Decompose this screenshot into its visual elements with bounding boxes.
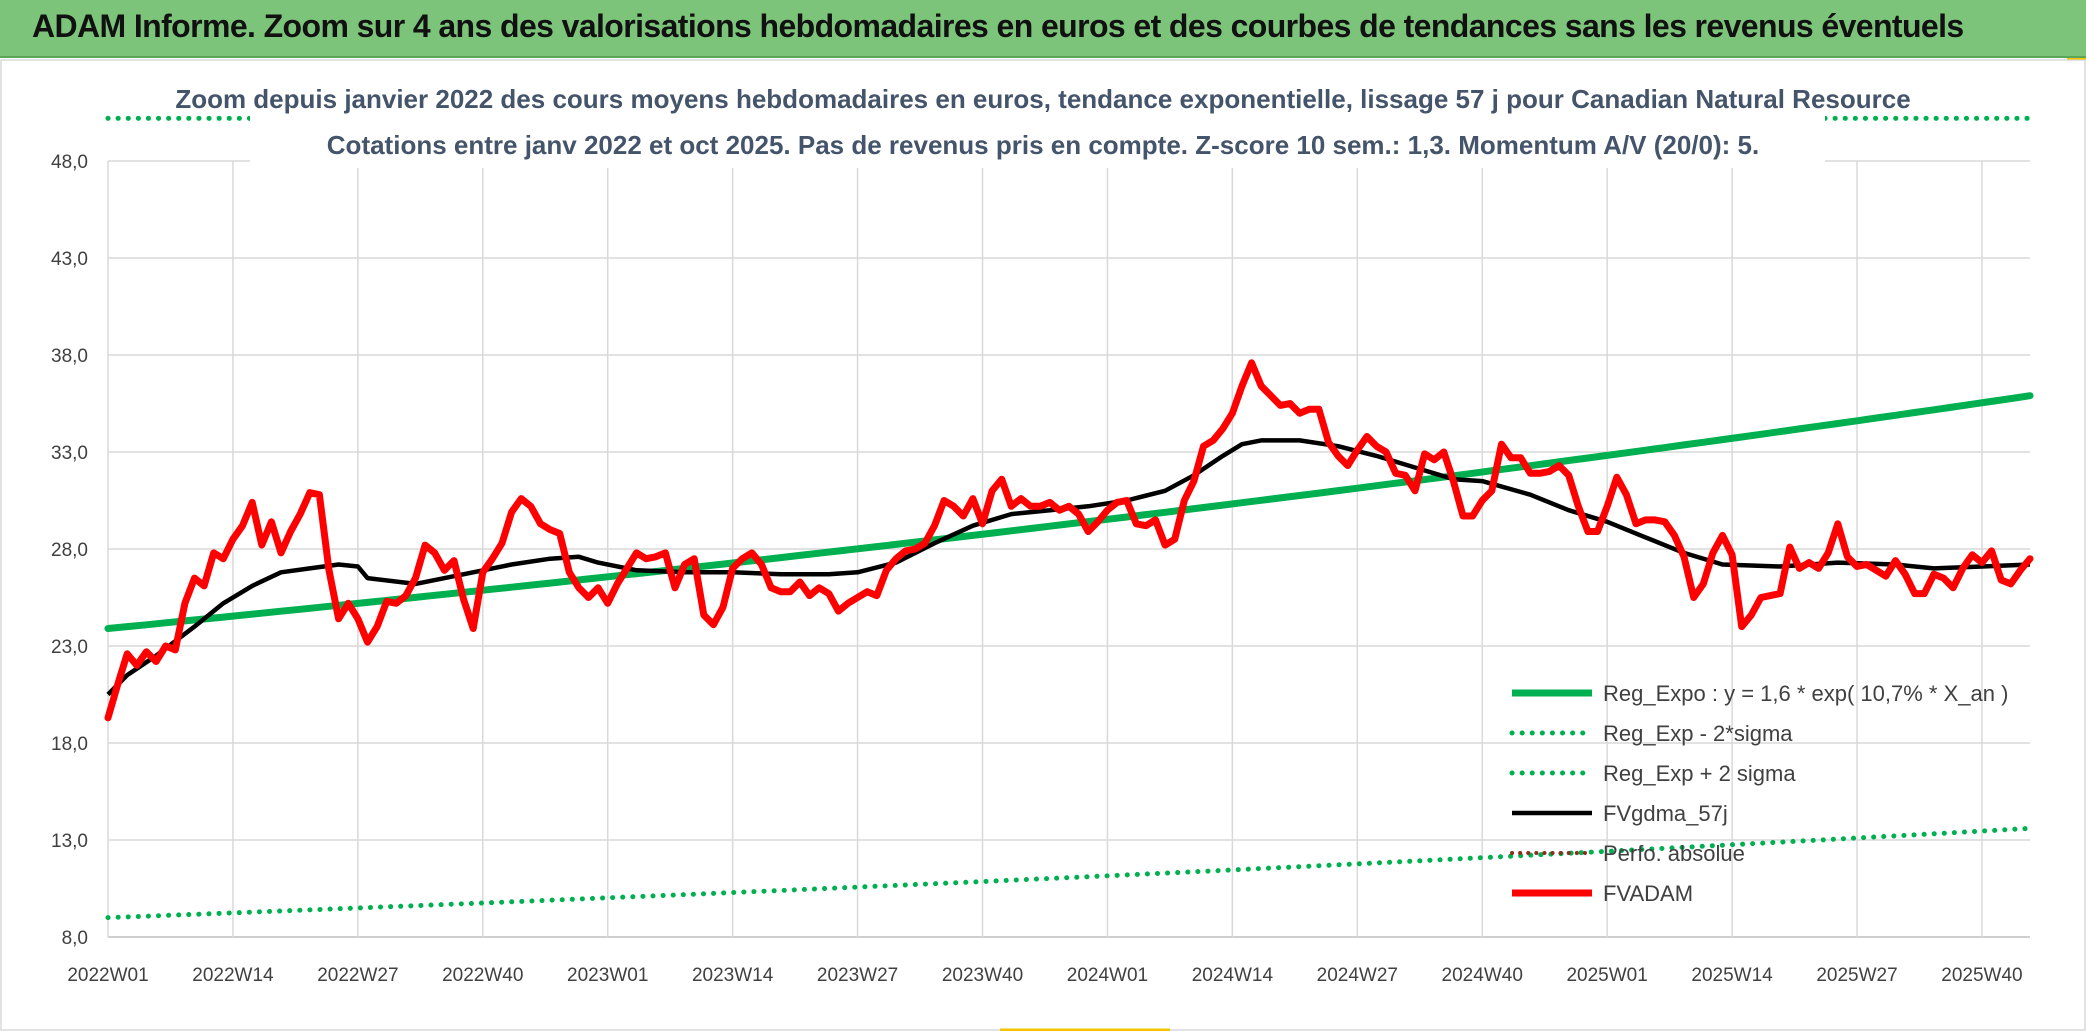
x-tick-label: 2022W27	[317, 965, 398, 986]
legend-label-perfo: Perfo. absolue	[1603, 841, 1745, 866]
x-tick-label: 2023W40	[942, 965, 1023, 986]
report-title: ADAM Informe. Zoom sur 4 ans des valoris…	[32, 8, 1964, 44]
legend-label-fvgdma: FVgdma_57j	[1603, 801, 1728, 826]
report-banner: ADAM Informe. Zoom sur 4 ans des valoris…	[0, 0, 2086, 58]
y-tick-label: 43,0	[51, 249, 88, 270]
y-tick-label: 38,0	[51, 346, 88, 367]
series-fvgdma-57j	[106, 438, 2031, 697]
x-tick-label: 2023W01	[567, 965, 648, 986]
legend: Reg_Expo : y = 1,6 * exp( 10,7% * X_an )…	[1509, 681, 2008, 906]
chart-title-box	[250, 72, 1825, 168]
x-tick-label: 2022W14	[192, 965, 274, 986]
y-tick-label: 28,0	[51, 540, 88, 561]
y-tick-label: 13,0	[51, 831, 88, 852]
chart-title-line-2: Cotations entre janv 2022 et oct 2025. P…	[327, 130, 1759, 160]
x-tick-label: 2023W14	[692, 965, 774, 986]
x-tick-label: 2024W01	[1067, 965, 1148, 986]
series-reg-expo	[104, 392, 2034, 632]
legend-label-reg-exp-minus: Reg_Exp - 2*sigma	[1603, 721, 1793, 746]
series-reg-exp-minus-2-sigma	[105, 825, 2033, 921]
x-tick-label: 2023W27	[817, 965, 898, 986]
chart-area: 8,0 13,0 18,0 23,0 28,0 33,0 38,0 43,0 48,0 2022…	[0, 58, 2086, 1031]
x-tick-label: 2025W14	[1691, 965, 1773, 986]
legend-label-fvadam: FVADAM	[1603, 881, 1693, 906]
x-tick-label: 2022W40	[442, 965, 523, 986]
x-tick-label: 2024W14	[1192, 965, 1274, 986]
y-tick-label: 23,0	[51, 637, 88, 658]
legend-label-reg-exp-plus: Reg_Exp + 2 sigma	[1603, 761, 1796, 786]
series-fvadam	[104, 359, 2034, 722]
x-tick-label: 2022W01	[67, 965, 148, 986]
x-tick-label: 2024W27	[1317, 965, 1398, 986]
y-tick-label: 18,0	[51, 734, 88, 755]
y-tick-label: 8,0	[62, 928, 88, 949]
x-tick-label: 2025W27	[1816, 965, 1897, 986]
y-axis: 8,0 13,0 18,0 23,0 28,0 33,0 38,0 43,0 48,0	[51, 152, 88, 949]
chart-background	[0, 58, 2086, 1031]
x-tick-label: 2024W40	[1442, 965, 1523, 986]
y-tick-label: 48,0	[51, 152, 88, 173]
legend-label-reg-expo: Reg_Expo : y = 1,6 * exp( 10,7% * X_an )	[1603, 681, 2008, 706]
x-tick-label: 2025W40	[1941, 965, 2022, 986]
y-tick-label: 33,0	[51, 443, 88, 464]
x-tick-label: 2025W01	[1566, 965, 1647, 986]
chart-title-line-1: Zoom depuis janvier 2022 des cours moyen…	[175, 84, 1910, 114]
x-axis: 2022W01 2022W14 2022W27 2022W40 2023W01 2023W…	[67, 965, 2022, 986]
